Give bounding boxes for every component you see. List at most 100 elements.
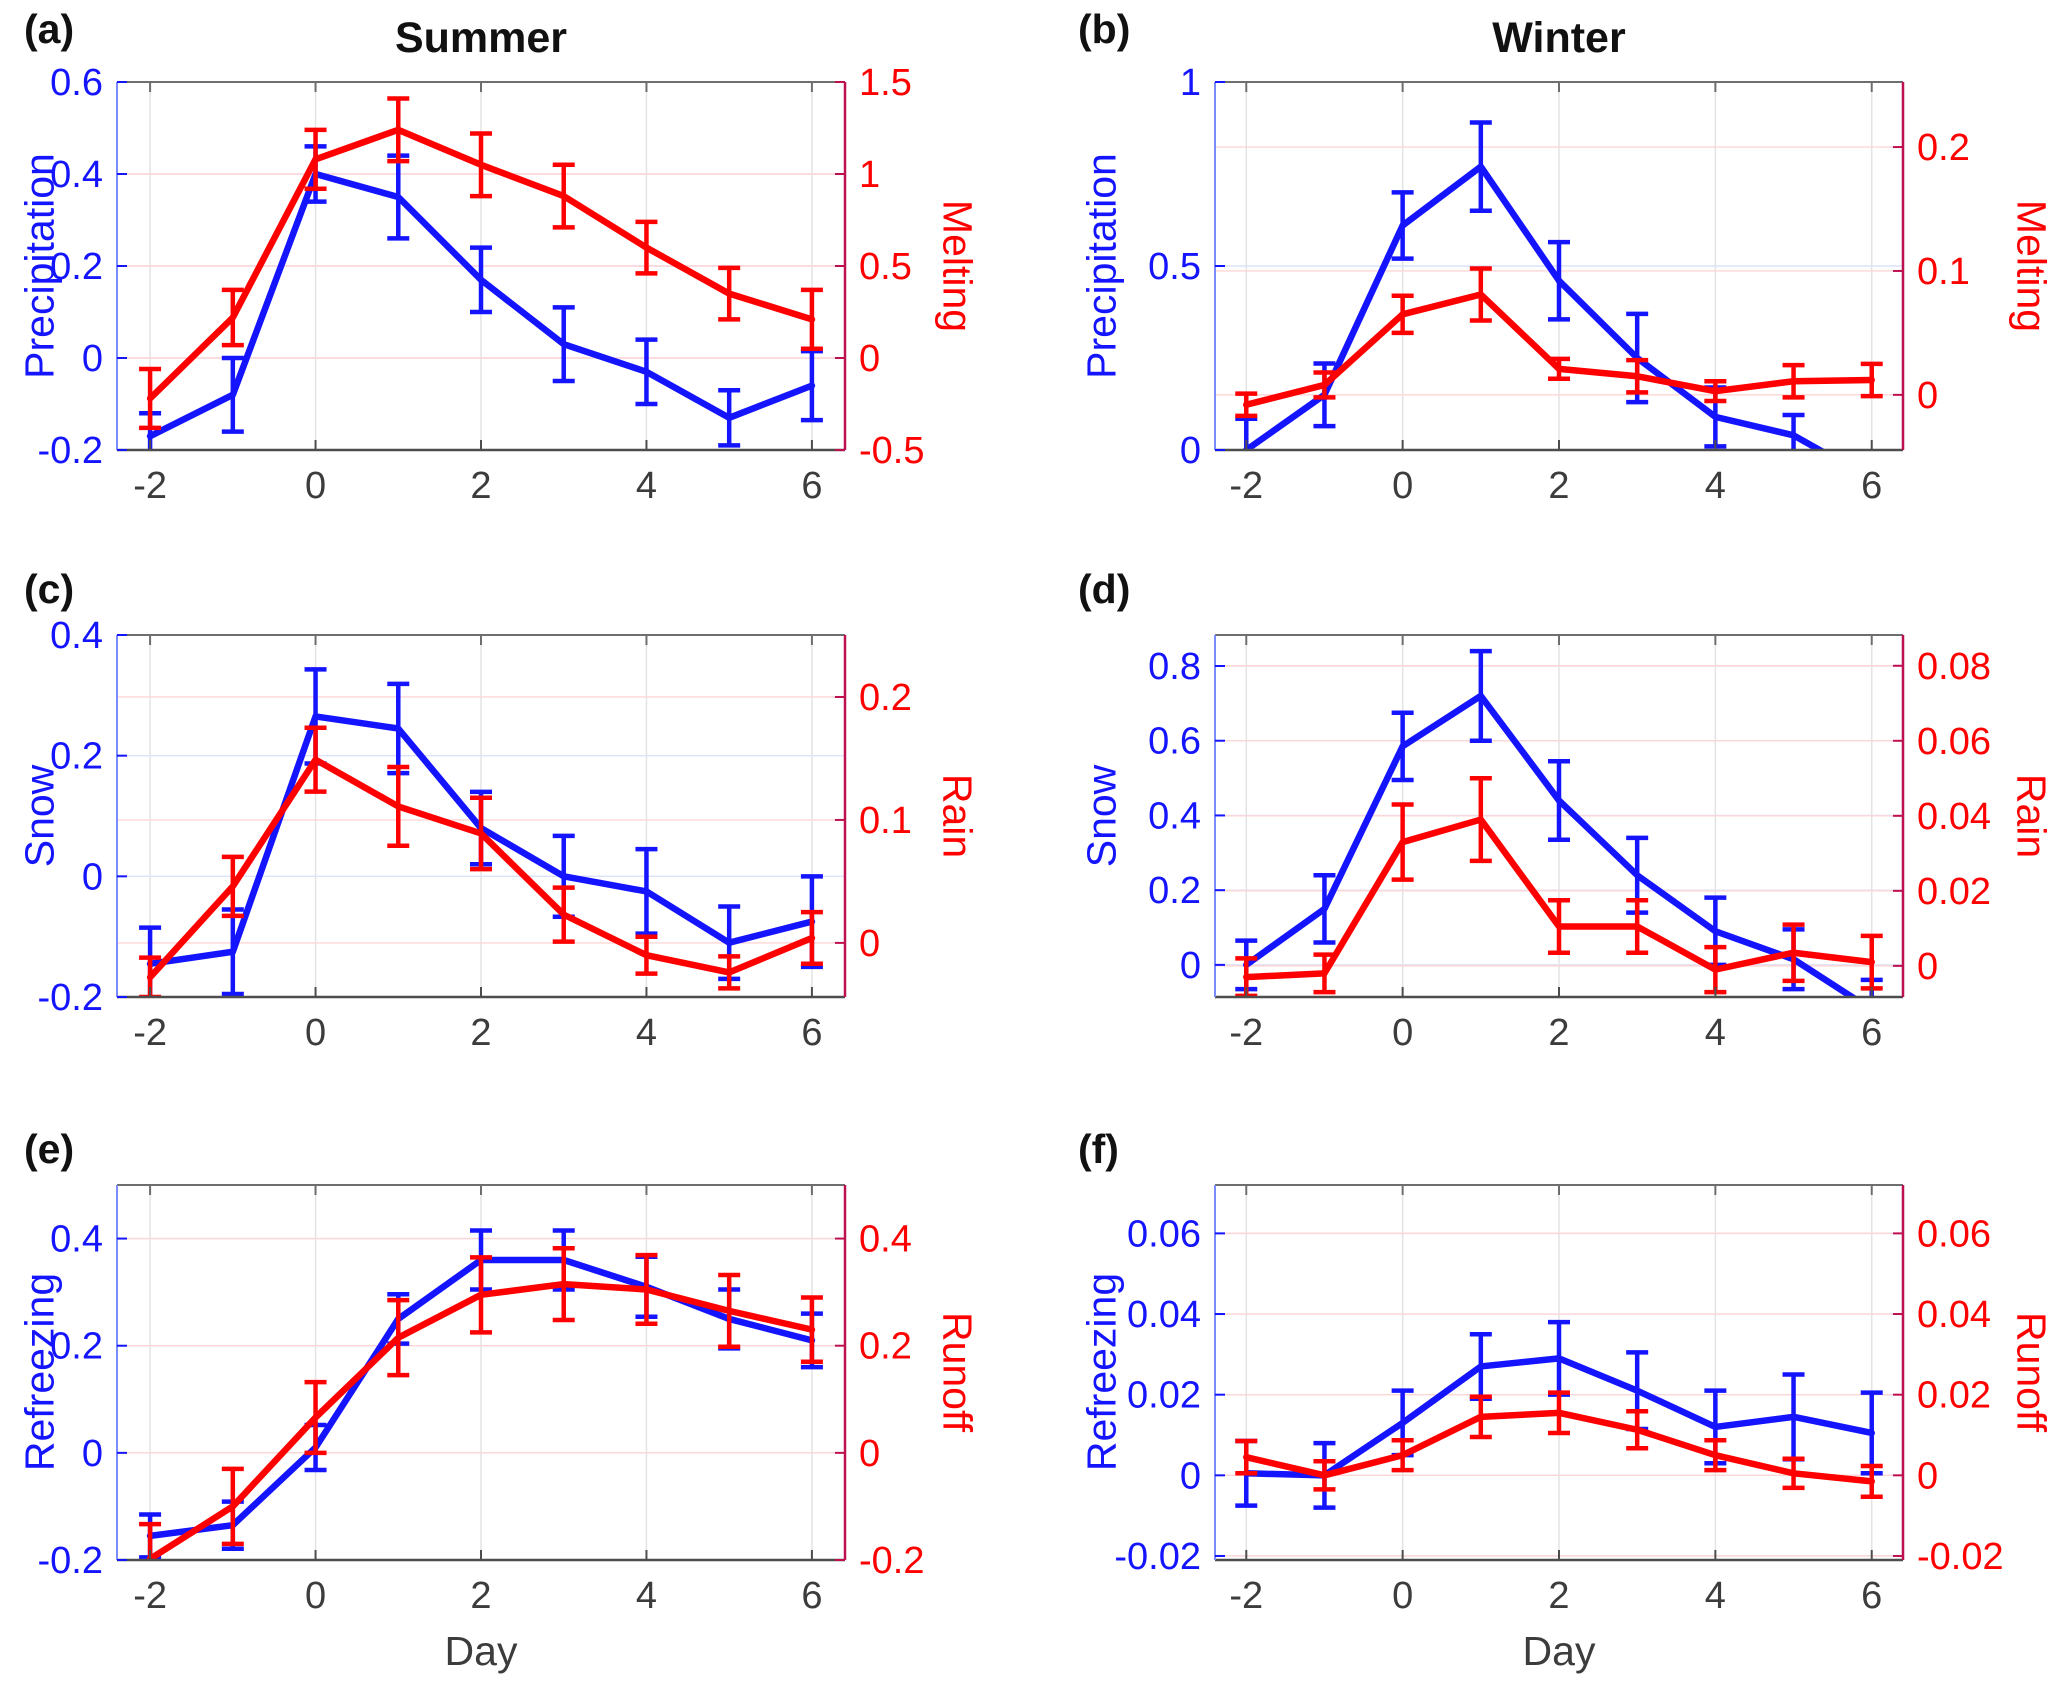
right-tick-label: 0.02	[1917, 871, 1991, 913]
plot-area	[1235, 1319, 1883, 1510]
left-tick-label: -0.2	[38, 977, 103, 1019]
x-tick-label: 0	[305, 1575, 326, 1617]
left-tick-label: 0.4	[50, 615, 103, 657]
x-tick-label: -2	[133, 1575, 167, 1617]
x-tick-label: 4	[636, 465, 657, 507]
left-tick-label: 0	[82, 856, 103, 898]
right-axis-label: Runoff	[2008, 1311, 2055, 1433]
left-axis-label: Precipitation	[1078, 153, 1125, 379]
x-tick-label: 2	[470, 465, 491, 507]
left-tick-label: 0.4	[50, 154, 103, 196]
panel-letter: (a)	[24, 6, 75, 52]
left-tick-label: 0.2	[1148, 870, 1201, 912]
x-tick-label: 6	[801, 1575, 822, 1617]
left-tick-label: 0.2	[50, 246, 103, 288]
chart-canvas-c: -2 0 2 4 6 -0.2 0 0.2 0.4 0 0.1 0.2	[38, 615, 912, 1054]
x-tick-label: 6	[1861, 1012, 1882, 1054]
right-axis-label: Rain	[2008, 773, 2055, 859]
chart-canvas-a: -2 0 2 4 6 -0.2 0 0.2 0.4 0.6 -0.5 0 0.5 1 1.5	[38, 62, 925, 507]
x-tick-label: 4	[636, 1012, 657, 1054]
series-line-left	[1243, 1355, 1875, 1479]
x-tick-label: 4	[636, 1575, 657, 1617]
x-tick-label: 0	[1392, 465, 1413, 507]
x-tick-label: 0	[305, 1012, 326, 1054]
panel-letter: (d)	[1078, 566, 1131, 612]
series-line-right	[146, 126, 816, 402]
x-tick-label: 0	[305, 465, 326, 507]
x-tick-label: 2	[1548, 1012, 1569, 1054]
right-tick-label: 0	[859, 338, 880, 380]
series-line-left	[1243, 692, 1859, 997]
right-tick-label: -0.02	[1917, 1536, 2004, 1578]
series-line-left	[1243, 163, 1827, 450]
right-tick-label: 0.06	[1917, 721, 1991, 763]
right-axis-label: Runoff	[934, 1311, 981, 1433]
chart-canvas-d: -2 0 2 4 600.20.40.60.800.020.040.060.08	[1148, 634, 1991, 1054]
right-tick-label: 0.06	[1917, 1213, 1991, 1255]
x-tick-label: 2	[470, 1575, 491, 1617]
panel-letter: (b)	[1078, 6, 1131, 52]
chart-canvas-e: -2 0 2 4 6 -0.2 0 0.2 0.4 -0.2 0 0.2 0.4	[38, 1184, 924, 1617]
right-tick-label: 0.1	[859, 800, 912, 842]
panel-e: -2 0 2 4 6 -0.2 0 0.2 0.4 -0.2 0 0.2 0.4 (e) Refreez…	[0, 1120, 1033, 1701]
right-tick-label: -0.2	[859, 1540, 924, 1582]
right-tick-label: 0	[1917, 1455, 1938, 1497]
plot-area	[139, 96, 823, 450]
x-tick-label: 6	[801, 465, 822, 507]
left-tick-label: -0.2	[38, 430, 103, 472]
right-tick-label: 0.02	[1917, 1375, 1991, 1417]
left-axis-label: Refreezing	[1078, 1272, 1125, 1472]
right-tick-label: -0.5	[859, 430, 924, 472]
chart-canvas-b: -2 0 2 4 6 0 0.5 1 0 0.1 0.2	[1148, 62, 1970, 507]
right-tick-label: 0.08	[1917, 646, 1991, 688]
left-tick-label: -0.2	[38, 1540, 103, 1582]
plot-area	[1235, 648, 1883, 997]
panel-letter: (c)	[24, 566, 75, 612]
left-tick-label: 0	[1180, 430, 1201, 472]
right-tick-label: 0.2	[859, 1326, 912, 1368]
x-tick-label: -2	[1229, 1575, 1263, 1617]
panel-letter: (f)	[1078, 1126, 1119, 1172]
x-tick-label: 2	[470, 1012, 491, 1054]
x-tick-label: -2	[133, 1012, 167, 1054]
right-axis-label: Melting	[934, 199, 981, 333]
x-tick-label: 4	[1705, 1012, 1726, 1054]
right-tick-label: 0.4	[859, 1219, 912, 1261]
left-tick-label: 0	[1180, 1455, 1201, 1497]
right-tick-label: 0	[1917, 946, 1938, 988]
series-line-right	[146, 756, 816, 981]
right-tick-label: 0	[859, 923, 880, 965]
left-tick-label: 0.4	[50, 1219, 103, 1261]
panel-c: -2 0 2 4 6 -0.2 0 0.2 0.4 0 0.1 0.2 (c) Snow Rain	[0, 560, 1033, 1120]
left-tick-label: 0	[82, 338, 103, 380]
x-tick-label: 6	[1861, 465, 1882, 507]
left-tick-label: 0.02	[1127, 1375, 1201, 1417]
right-tick-label: 0	[1917, 375, 1938, 417]
x-tick-label: 4	[1705, 1575, 1726, 1617]
x-tick-label: 0	[1392, 1575, 1413, 1617]
panel-a: -2 0 2 4 6 -0.2 0 0.2 0.4 0.6 -0.5 0 0.5 1 1.5 (a) Sum…	[0, 0, 1033, 560]
right-tick-label: 0.04	[1917, 1294, 1991, 1336]
x-tick-label: -2	[1229, 1012, 1263, 1054]
left-axis-label: Refreezing	[16, 1272, 63, 1472]
plot-area	[139, 1228, 823, 1560]
panel-b: -2 0 2 4 6 0 0.5 1 0 0.1 0.2 (b) Winter Precipitat…	[1034, 0, 2067, 560]
x-tick-label: -2	[133, 465, 167, 507]
x-axis-label: Day	[444, 1628, 518, 1674]
x-tick-label: 4	[1705, 465, 1726, 507]
left-axis-label: Precipitation	[16, 153, 63, 379]
left-tick-label: 0.04	[1127, 1294, 1201, 1336]
x-axis-label: Day	[1522, 1628, 1596, 1674]
series-line-right	[1243, 816, 1875, 981]
left-axis-label: Snow	[1078, 764, 1125, 868]
panel-f: -2 0 2 4 6 -0.02 0 0.02 0.04 0.06 -0.02 0 0.02 0.04 0.…	[1034, 1120, 2067, 1701]
left-tick-label: 0.2	[50, 1326, 103, 1368]
panel-letter: (e)	[24, 1126, 75, 1172]
right-tick-label: 0.04	[1917, 796, 1991, 838]
x-tick-label: 2	[1548, 465, 1569, 507]
right-tick-label: 0.2	[1917, 127, 1970, 169]
series-line-left	[146, 170, 816, 440]
left-tick-label: 0	[82, 1433, 103, 1475]
left-tick-label: 0	[1180, 945, 1201, 987]
